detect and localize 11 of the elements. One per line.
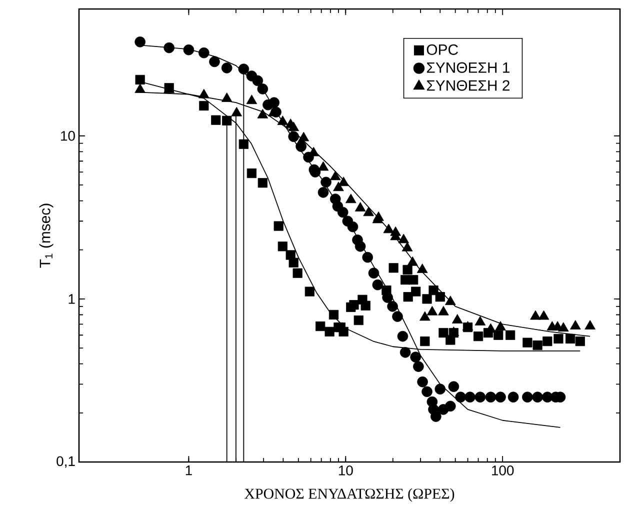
x-tick-label: 1: [186, 466, 192, 476]
y-axis-title: T$_{1}$ (msec): [39, 204, 54, 268]
x-tick-label: 100: [492, 466, 514, 476]
y-tick-label: 10: [61, 130, 75, 141]
y-tick-label: 1: [68, 294, 75, 304]
y-tick-label: 0,1: [56, 456, 75, 468]
x-axis-title: ΧΡΟΝΟΣ ΕΝΥΔΑΤΩΣΗΣ (ΩΡΕΣ): [244, 488, 454, 502]
legend-label: OPC: [426, 44, 458, 55]
x-tick-label: 10: [338, 466, 353, 476]
legend-label: ΣΥΝΘΕΣΗ 2: [426, 80, 510, 91]
legend-label: ΣΥΝΘΕΣΗ 1: [426, 62, 510, 73]
